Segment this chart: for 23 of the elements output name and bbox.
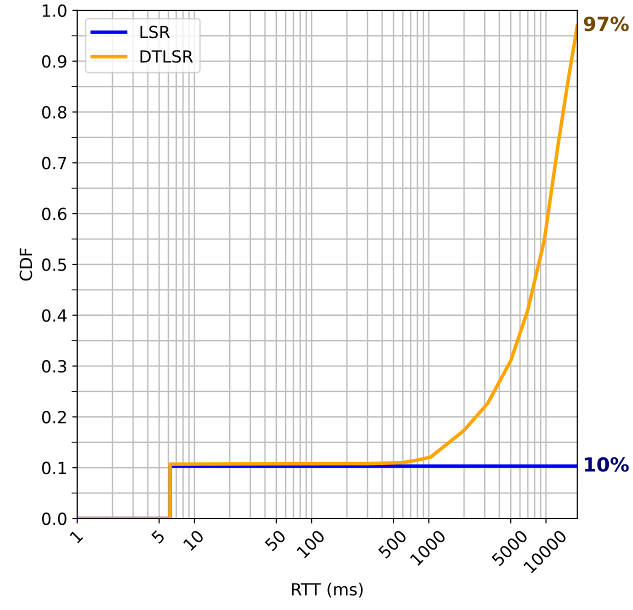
annotation: 10% xyxy=(585,457,629,472)
y-tick-label: 1.0 xyxy=(42,4,66,17)
y-tick-label: 0.6 xyxy=(42,208,66,220)
y-tick-label: 0.8 xyxy=(42,106,66,119)
x-tick-label: 50 xyxy=(264,529,286,552)
y-tick-label: 0.4 xyxy=(42,309,67,322)
y-tick-label: 0.9 xyxy=(42,55,66,68)
legend-label: LSR xyxy=(140,26,170,38)
x-tick-label: 100 xyxy=(296,529,326,559)
legend-label: DTLSR xyxy=(140,50,193,63)
y-tick-label: 0.5 xyxy=(42,258,66,272)
y-tick-label: 0.2 xyxy=(42,410,66,424)
x-tick-label: 1 xyxy=(69,530,84,544)
y-tick-label: 0.1 xyxy=(42,462,66,474)
y-tick-label: 0.7 xyxy=(42,156,66,170)
x-tick-label: 5 xyxy=(150,530,166,544)
x-tick-label: 500 xyxy=(378,529,408,559)
x-tick-label: 10 xyxy=(182,529,205,552)
y-tick-label: 0.3 xyxy=(42,360,66,373)
y-tick-label: 0.0 xyxy=(42,512,66,526)
annotation: 97% xyxy=(584,16,629,32)
x-axis-title: RTT (ms) xyxy=(292,582,363,598)
y-axis-title: CDF xyxy=(20,248,32,281)
